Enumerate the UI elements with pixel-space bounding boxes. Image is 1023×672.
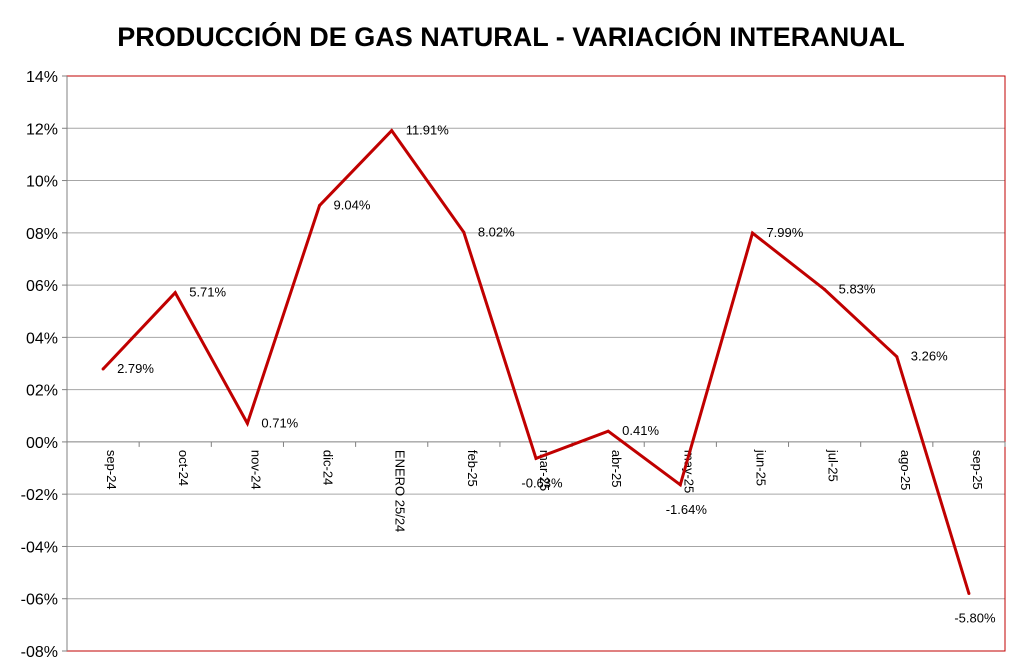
data-label: 5.83% <box>839 282 876 297</box>
data-label: 0.71% <box>261 415 298 430</box>
data-point <box>173 291 177 295</box>
data-point <box>750 231 754 235</box>
data-point <box>534 456 538 460</box>
data-label: 0.41% <box>622 423 659 438</box>
data-point <box>606 429 610 433</box>
x-tick-label: ago-25 <box>898 450 913 490</box>
data-label: 5.71% <box>189 285 226 300</box>
data-label: 3.26% <box>911 349 948 364</box>
y-tick-label: -06% <box>21 592 58 609</box>
series-line <box>102 128 971 594</box>
x-tick-label: abr-25 <box>609 450 624 488</box>
series-layer <box>102 128 971 594</box>
y-axis-ticks: 14% 12% 10% 08% 06% 04% 02% 00% -02% -04% -06% -08% <box>21 69 58 661</box>
y-tick-label: -08% <box>21 644 58 661</box>
y-tick-label: 08% <box>26 226 58 243</box>
x-tick-label: may-25 <box>681 450 696 493</box>
x-tick-label: mar-25 <box>537 450 552 491</box>
x-tick-label: feb-25 <box>465 450 480 487</box>
data-point <box>462 230 466 234</box>
data-point <box>967 592 971 595</box>
y-tick-label: 14% <box>26 69 58 86</box>
x-tick-label: sep-25 <box>970 450 985 490</box>
data-point <box>101 367 105 371</box>
x-tick-label: oct-24 <box>176 450 191 486</box>
data-label: 9.04% <box>334 198 371 213</box>
x-tick-label: dic-24 <box>321 450 336 485</box>
plot-border <box>66 75 1006 652</box>
data-point <box>895 355 899 359</box>
data-point <box>245 421 249 425</box>
data-point <box>390 129 394 133</box>
data-labels: 2.79% 5.71% 0.71% 9.04% 11.91% 8.02% -0.63% 0.4… <box>117 123 996 626</box>
data-label: 7.99% <box>766 225 803 240</box>
data-label: 8.02% <box>478 224 515 239</box>
x-tick-label: ENERO 25/24 <box>393 450 408 532</box>
y-tick-label: 00% <box>26 435 58 452</box>
x-tick-label: jul-25 <box>826 449 841 482</box>
data-point <box>318 204 322 208</box>
x-axis-ticks: sep-24 oct-24 nov-24 dic-24 ENERO 25/24 feb-2… <box>104 449 985 532</box>
x-tick-label: jun-25 <box>753 449 768 486</box>
x-tick-label: nov-24 <box>248 450 263 490</box>
data-point <box>823 288 827 292</box>
chart-title: PRODUCCIÓN DE GAS NATURAL - VARIACIÓN IN… <box>117 21 905 52</box>
data-point <box>678 483 682 487</box>
y-tick-label: -04% <box>21 539 58 556</box>
y-tick-label: 02% <box>26 383 58 400</box>
data-label: -5.80% <box>954 611 996 626</box>
data-label: 2.79% <box>117 361 154 376</box>
y-tick-label: 12% <box>26 121 58 138</box>
axes <box>62 75 1006 652</box>
data-label: 11.91% <box>406 123 450 138</box>
y-tick-label: 10% <box>26 174 58 191</box>
data-label: -0.63% <box>521 475 563 490</box>
y-tick-label: 06% <box>26 278 58 295</box>
data-label: -1.64% <box>666 502 708 517</box>
x-tick-label: sep-24 <box>104 450 119 490</box>
data-points <box>101 129 971 595</box>
y-tick-label: 04% <box>26 330 58 347</box>
grid-lines <box>67 75 1005 652</box>
y-tick-label: -02% <box>21 487 58 504</box>
